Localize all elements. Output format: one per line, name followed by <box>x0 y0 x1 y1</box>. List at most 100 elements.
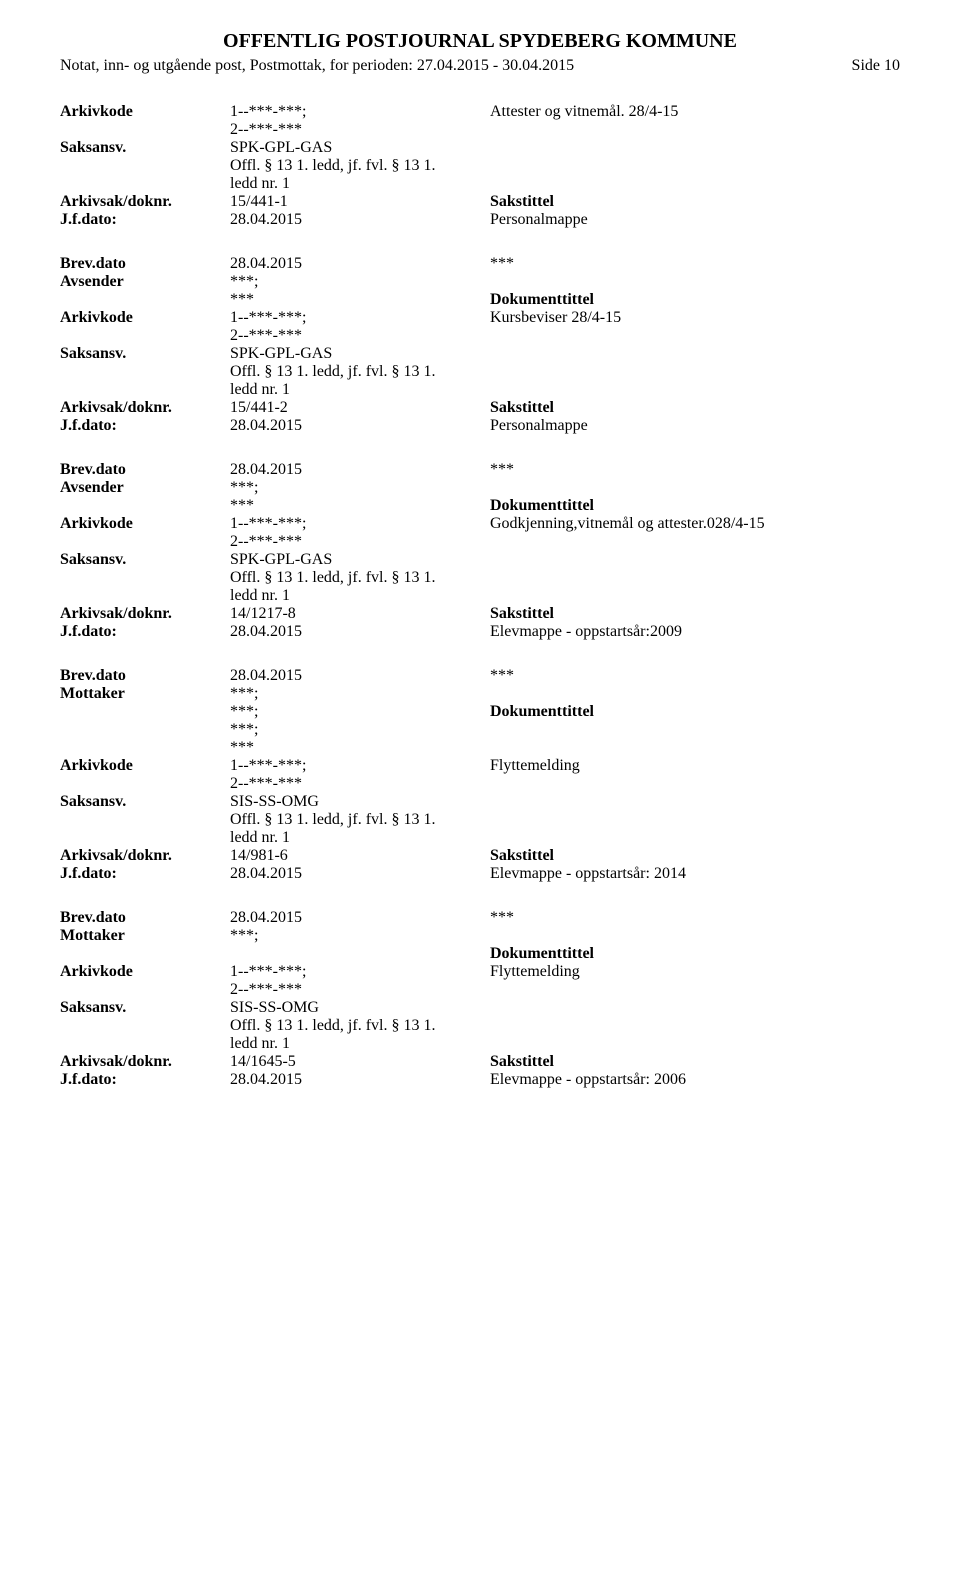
label-sakstittel: Sakstittel <box>490 399 900 417</box>
party-value: ***; <box>230 927 490 945</box>
arkivsak-value: 14/1217-8 <box>230 605 490 623</box>
label-dokumenttittel: Dokumenttittel <box>490 291 900 309</box>
jfdato-value: 28.04.2015 <box>230 865 490 883</box>
label-jfdato: J.f.dato: <box>60 623 230 641</box>
offl-line1: Offl. § 13 1. ledd, jf. fvl. § 13 1. <box>230 1017 490 1035</box>
label-saksansv: Saksansv. <box>60 551 230 569</box>
brevdato-value: 28.04.2015 <box>230 255 490 273</box>
page-number: Side 10 <box>852 57 900 75</box>
arkivkode-right: Flyttemelding <box>490 757 900 775</box>
party-value: ***; <box>230 273 490 291</box>
offl-line2: ledd nr. 1 <box>230 829 490 847</box>
label-party: Avsender <box>60 479 230 497</box>
arkivkode-value: 1--***-***; <box>230 309 490 327</box>
party-value: ***; <box>230 703 490 721</box>
jfdato-value: 28.04.2015 <box>230 417 490 435</box>
party-value: *** <box>230 291 490 309</box>
arkivkode-right: Godkjenning,vitnemål og attester.028/4-1… <box>490 515 900 533</box>
label-dokumenttittel: Dokumenttittel <box>490 497 900 515</box>
brevdato-right: *** <box>490 255 900 273</box>
label-arkivkode: Arkivkode <box>60 515 230 533</box>
label-saksansv: Saksansv. <box>60 139 230 157</box>
arkivkode-value2: 2--***-*** <box>230 121 490 139</box>
label-party: Avsender <box>60 273 230 291</box>
label-arkivkode: Arkivkode <box>60 309 230 327</box>
offl-line1: Offl. § 13 1. ledd, jf. fvl. § 13 1. <box>230 811 490 829</box>
label-sakstittel: Sakstittel <box>490 1053 900 1071</box>
offl-line2: ledd nr. 1 <box>230 381 490 399</box>
page-title: OFFENTLIG POSTJOURNAL SPYDEBERG KOMMUNE <box>60 30 900 53</box>
party-value: ***; <box>230 685 490 703</box>
journal-entry: Brev.dato 28.04.2015 *** Mottaker ***; D… <box>60 909 900 1089</box>
jfdato-right: Personalmappe <box>490 211 900 229</box>
party-value: *** <box>230 739 490 757</box>
arkivkode-right: Kursbeviser 28/4-15 <box>490 309 900 327</box>
label-saksansv: Saksansv. <box>60 793 230 811</box>
offl-line1: Offl. § 13 1. ledd, jf. fvl. § 13 1. <box>230 363 490 381</box>
arkivkode-value2: 2--***-*** <box>230 775 490 793</box>
label-arkivsak: Arkivsak/doknr. <box>60 399 230 417</box>
subheader: Notat, inn- og utgående post, Postmottak… <box>60 57 900 75</box>
label-party: Mottaker <box>60 685 230 703</box>
arkivkode-value: 1--***-***; <box>230 103 490 121</box>
label-brevdato: Brev.dato <box>60 461 230 479</box>
label-party: Mottaker <box>60 927 230 945</box>
label-jfdato: J.f.dato: <box>60 1071 230 1089</box>
label-jfdato: J.f.dato: <box>60 211 230 229</box>
arkivsak-value: 14/981-6 <box>230 847 490 865</box>
saksansv-value: SIS-SS-OMG <box>230 999 490 1017</box>
arkivkode-right: Flyttemelding <box>490 963 900 981</box>
jfdato-right: Elevmappe - oppstartsår: 2014 <box>490 865 900 883</box>
offl-line1: Offl. § 13 1. ledd, jf. fvl. § 13 1. <box>230 157 490 175</box>
label-brevdato: Brev.dato <box>60 255 230 273</box>
arkivkode-right: Attester og vitnemål. 28/4-15 <box>490 103 900 121</box>
arkivkode-value2: 2--***-*** <box>230 327 490 345</box>
saksansv-value: SPK-GPL-GAS <box>230 551 490 569</box>
offl-line2: ledd nr. 1 <box>230 175 490 193</box>
label-arkivsak: Arkivsak/doknr. <box>60 605 230 623</box>
party-value: ***; <box>230 479 490 497</box>
label-sakstittel: Sakstittel <box>490 605 900 623</box>
journal-entry: Brev.dato 28.04.2015 *** Avsender ***; *… <box>60 255 900 435</box>
label-arkivsak: Arkivsak/doknr. <box>60 847 230 865</box>
subtitle: Notat, inn- og utgående post, Postmottak… <box>60 57 574 75</box>
jfdato-right: Elevmappe - oppstartsår: 2006 <box>490 1071 900 1089</box>
arkivkode-value: 1--***-***; <box>230 963 490 981</box>
saksansv-value: SPK-GPL-GAS <box>230 345 490 363</box>
journal-entry: Brev.dato 28.04.2015 *** Mottaker ***; *… <box>60 667 900 883</box>
brevdato-right: *** <box>490 909 900 927</box>
label-brevdato: Brev.dato <box>60 667 230 685</box>
jfdato-right: Personalmappe <box>490 417 900 435</box>
label-dokumenttittel: Dokumenttittel <box>490 945 900 963</box>
label-saksansv: Saksansv. <box>60 999 230 1017</box>
journal-entry: Arkivkode 1--***-***; Attester og vitnem… <box>60 103 900 229</box>
label-sakstittel: Sakstittel <box>490 847 900 865</box>
jfdato-value: 28.04.2015 <box>230 211 490 229</box>
brevdato-right: *** <box>490 461 900 479</box>
party-value: *** <box>230 497 490 515</box>
brevdato-right: *** <box>490 667 900 685</box>
arkivsak-value: 14/1645-5 <box>230 1053 490 1071</box>
label-jfdato: J.f.dato: <box>60 417 230 435</box>
arkivkode-value: 1--***-***; <box>230 515 490 533</box>
jfdato-right: Elevmappe - oppstartsår:2009 <box>490 623 900 641</box>
label-arkivkode: Arkivkode <box>60 103 230 121</box>
brevdato-value: 28.04.2015 <box>230 909 490 927</box>
saksansv-value: SPK-GPL-GAS <box>230 139 490 157</box>
label-arkivsak: Arkivsak/doknr. <box>60 193 230 211</box>
arkivsak-value: 15/441-1 <box>230 193 490 211</box>
label-sakstittel: Sakstittel <box>490 193 900 211</box>
label-arkivsak: Arkivsak/doknr. <box>60 1053 230 1071</box>
brevdato-value: 28.04.2015 <box>230 461 490 479</box>
brevdato-value: 28.04.2015 <box>230 667 490 685</box>
arkivkode-value2: 2--***-*** <box>230 981 490 999</box>
label-arkivkode: Arkivkode <box>60 963 230 981</box>
arkivkode-value2: 2--***-*** <box>230 533 490 551</box>
journal-entry: Brev.dato 28.04.2015 *** Avsender ***; *… <box>60 461 900 641</box>
label-dokumenttittel: Dokumenttittel <box>490 703 900 721</box>
offl-line1: Offl. § 13 1. ledd, jf. fvl. § 13 1. <box>230 569 490 587</box>
jfdato-value: 28.04.2015 <box>230 1071 490 1089</box>
label-jfdato: J.f.dato: <box>60 865 230 883</box>
offl-line2: ledd nr. 1 <box>230 587 490 605</box>
label-brevdato: Brev.dato <box>60 909 230 927</box>
